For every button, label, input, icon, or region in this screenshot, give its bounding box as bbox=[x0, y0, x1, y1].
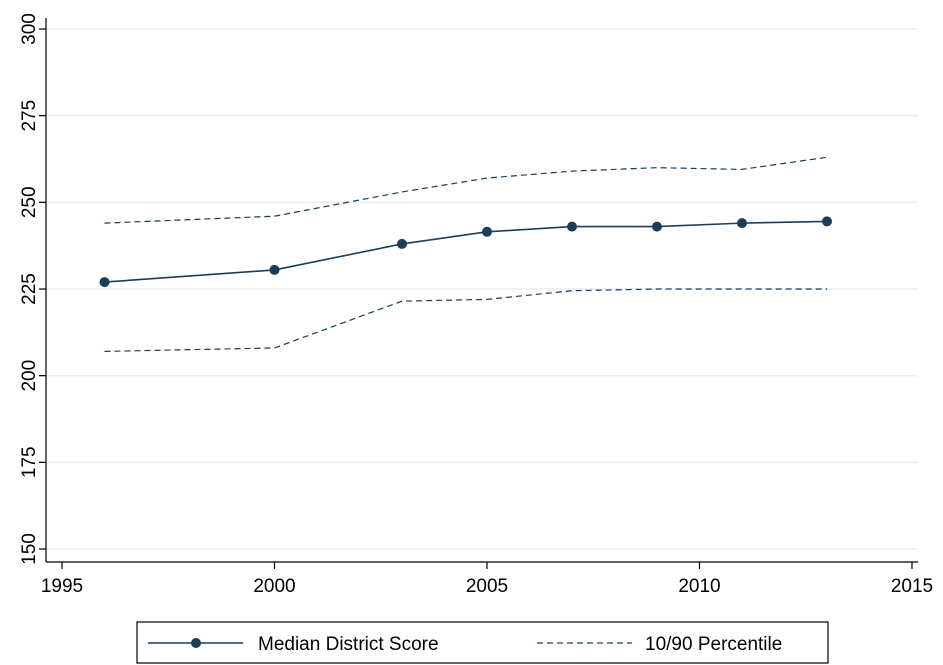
legend-label-median: Median District Score bbox=[258, 634, 439, 655]
data-point-0-6 bbox=[737, 218, 747, 229]
legend-marker-median bbox=[191, 638, 201, 648]
x-axis-ticks: 1995 2000 2005 2010 2015 bbox=[41, 562, 933, 597]
y-tick-label-275: 275 bbox=[19, 100, 40, 132]
series-group bbox=[99, 156, 832, 352]
legend-box bbox=[136, 621, 829, 664]
y-tick-label-300: 300 bbox=[19, 13, 40, 45]
x-tick-label-2000: 2000 bbox=[253, 576, 295, 597]
data-point-0-0 bbox=[99, 277, 110, 288]
series-line-2 bbox=[104, 288, 827, 352]
series-line-1 bbox=[104, 156, 828, 224]
x-tick-label-1995: 1995 bbox=[41, 576, 83, 597]
data-point-0-7 bbox=[822, 216, 832, 227]
data-point-0-3 bbox=[482, 226, 492, 237]
data-point-0-4 bbox=[567, 221, 577, 232]
x-tick-label-2010: 2010 bbox=[678, 576, 720, 597]
data-point-0-1 bbox=[269, 264, 280, 275]
y-tick-label-175: 175 bbox=[19, 446, 40, 478]
x-tick-label-2015: 2015 bbox=[891, 576, 933, 597]
axes bbox=[45, 18, 918, 563]
data-point-0-5 bbox=[652, 221, 662, 232]
legend: Median District Score 10/90 Percentile bbox=[136, 621, 829, 664]
y-tick-label-225: 225 bbox=[19, 273, 40, 305]
gridlines bbox=[46, 28, 918, 550]
y-tick-label-150: 150 bbox=[19, 533, 40, 565]
y-axis-ticks: 150 175 200 225 250 275 300 bbox=[19, 13, 46, 565]
x-tick-label-2005: 2005 bbox=[466, 576, 508, 597]
series-line-0 bbox=[104, 220, 828, 283]
legend-label-percentile: 10/90 Percentile bbox=[645, 634, 782, 655]
data-point-0-2 bbox=[397, 238, 407, 249]
y-tick-label-200: 200 bbox=[19, 360, 40, 392]
y-tick-label-250: 250 bbox=[19, 186, 40, 218]
